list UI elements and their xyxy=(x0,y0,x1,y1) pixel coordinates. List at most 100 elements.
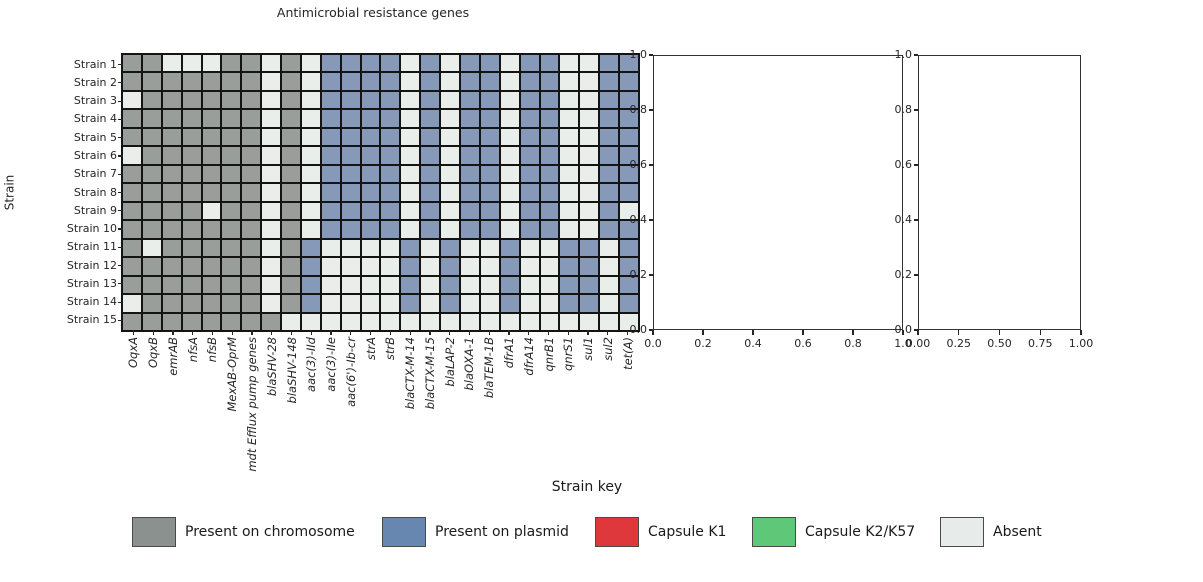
heatmap-cell xyxy=(401,55,420,72)
tick-mark xyxy=(648,329,653,331)
tick-label: 0.00 xyxy=(905,337,931,350)
heatmap-cell xyxy=(341,165,360,183)
heatmap-cell xyxy=(162,55,181,72)
tick-label: 0.6 xyxy=(894,158,913,171)
heatmap-cell xyxy=(401,165,420,183)
heatmap-cell xyxy=(142,239,161,257)
tick-mark xyxy=(488,330,490,335)
heatmap-cell xyxy=(500,239,519,257)
heatmap-cell xyxy=(461,239,479,257)
heatmap-cell xyxy=(421,239,440,257)
tick-mark xyxy=(508,330,510,335)
heatmap-cell xyxy=(301,221,320,238)
heatmap-cell xyxy=(600,258,619,275)
heatmap-cell xyxy=(262,110,281,127)
tick-label: 1.0 xyxy=(629,48,648,61)
heatmap-cell xyxy=(162,202,181,220)
tick-mark xyxy=(648,54,653,56)
heatmap-cell xyxy=(421,73,440,90)
heatmap-cell xyxy=(580,147,599,164)
heatmap-cell xyxy=(242,295,261,312)
heatmap-cell xyxy=(321,276,340,294)
heatmap-cell xyxy=(123,258,141,275)
heatmap-cell xyxy=(600,184,619,201)
tick-mark xyxy=(118,283,123,285)
heatmap-cell xyxy=(461,110,479,127)
tick-mark xyxy=(852,330,854,335)
heatmap-cell xyxy=(600,313,619,330)
gene-label: strA xyxy=(363,337,378,361)
heatmap-cell xyxy=(421,91,440,109)
heatmap-cell xyxy=(341,73,360,90)
heatmap-cell xyxy=(242,184,261,201)
heatmap-cell xyxy=(301,128,320,146)
heatmap-cell xyxy=(500,202,519,220)
heatmap-cell xyxy=(580,73,599,90)
heatmap-cell xyxy=(301,258,320,275)
heatmap-cell xyxy=(441,165,460,183)
heatmap-cell xyxy=(282,184,300,201)
heatmap-cell xyxy=(500,110,519,127)
tick-mark xyxy=(118,191,123,194)
heatmap-cell xyxy=(441,276,460,294)
heatmap-cell xyxy=(540,128,559,146)
tick-mark xyxy=(251,330,253,335)
heatmap-cell xyxy=(242,110,261,127)
heatmap-cell xyxy=(421,313,440,330)
heatmap-cell xyxy=(600,276,619,294)
heatmap-cell xyxy=(123,91,141,109)
heatmap-cell xyxy=(540,110,559,127)
heatmap-cell xyxy=(341,313,360,330)
heatmap-cell xyxy=(142,258,161,275)
heatmap-cell xyxy=(321,184,340,201)
gene-label: blaOXA-1 xyxy=(462,337,477,391)
heatmap-cell xyxy=(361,165,380,183)
heatmap-cell xyxy=(560,239,579,257)
tick-mark xyxy=(1039,330,1041,335)
legend-item-label: Present on plasmid xyxy=(435,524,569,540)
heatmap-cell xyxy=(381,202,400,220)
legend-item-label: Absent xyxy=(993,524,1042,540)
heatmap-cell xyxy=(282,91,300,109)
tick-label: 0.8 xyxy=(629,103,648,116)
heatmap-cell xyxy=(441,221,460,238)
heatmap-cell xyxy=(162,221,181,238)
heatmap-cell xyxy=(421,221,440,238)
heatmap-cell xyxy=(222,313,241,330)
heatmap-cell xyxy=(202,73,221,90)
heatmap-cell xyxy=(123,202,141,220)
heatmap-cell xyxy=(401,73,420,90)
heatmap-cell xyxy=(461,91,479,109)
heatmap-cell xyxy=(560,276,579,294)
heatmap-cell xyxy=(520,91,539,109)
heatmap-cell xyxy=(441,73,460,90)
tick-mark xyxy=(547,330,550,335)
heatmap-cell xyxy=(520,165,539,183)
heatmap-cell xyxy=(182,276,201,294)
heatmap-cell xyxy=(301,295,320,312)
heatmap-cell xyxy=(321,110,340,127)
tick-label: 0.4 xyxy=(894,213,913,226)
heatmap-cell xyxy=(142,55,161,72)
heatmap-cell xyxy=(441,91,460,109)
heatmap-cell xyxy=(282,221,300,238)
heatmap-cell xyxy=(600,147,619,164)
tick-mark xyxy=(310,330,312,335)
heatmap-cell xyxy=(282,276,300,294)
heatmap-cell xyxy=(401,91,420,109)
heatmap-cell xyxy=(401,258,420,275)
tick-mark xyxy=(290,330,293,335)
tick-label: 0.4 xyxy=(629,213,648,226)
heatmap-cell xyxy=(123,147,141,164)
tick-mark xyxy=(468,330,471,335)
heatmap-cell xyxy=(182,295,201,312)
heatmap-cell xyxy=(620,165,638,183)
heatmap-cell xyxy=(162,110,181,127)
tick-mark xyxy=(528,330,530,335)
heatmap-cell xyxy=(441,258,460,275)
heatmap-cell xyxy=(202,147,221,164)
heatmap-cell xyxy=(620,128,638,146)
tick-mark xyxy=(958,330,960,335)
heatmap-cell xyxy=(262,202,281,220)
tick-mark xyxy=(913,164,918,166)
